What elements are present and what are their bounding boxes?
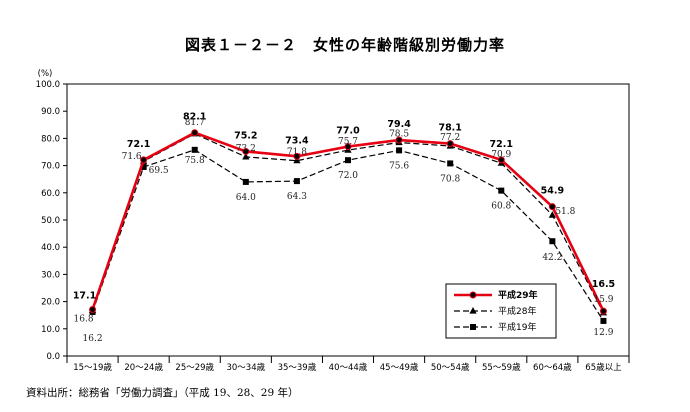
point-marker [293, 152, 301, 160]
point-marker [89, 305, 97, 313]
data-label: 71.6 [122, 152, 142, 162]
point-marker [140, 156, 148, 164]
data-label: 72.1 [490, 139, 513, 150]
y-tick-label: 20.0 [41, 298, 60, 308]
y-tick-label: 10.0 [41, 325, 60, 335]
x-tick-label: 20～24歳 [124, 362, 163, 373]
y-tick-label: 90.0 [41, 107, 60, 117]
chart-axes: 0.0 10.0 20.0 30.0 40.0 50.0 60.0 70.0 80.0 90.0 1… [36, 69, 630, 373]
data-label: 60.8 [491, 202, 511, 212]
point-marker [548, 211, 556, 218]
point-marker [242, 147, 250, 155]
series-layer [88, 129, 608, 324]
x-tick-label: 45～49歳 [380, 362, 419, 373]
point-marker [293, 178, 300, 185]
data-label: 42.2 [542, 253, 562, 263]
point-marker [447, 160, 454, 167]
point-marker [242, 152, 250, 160]
point-marker [344, 143, 352, 151]
data-label: 73.2 [236, 144, 256, 154]
legend-label: 平成29年 [498, 289, 538, 301]
point-marker [395, 136, 403, 144]
point-marker [242, 178, 249, 185]
data-label: 64.0 [236, 193, 256, 203]
data-label: 70.9 [491, 150, 511, 160]
data-label: 78.5 [389, 129, 409, 139]
y-tick-label: 100.0 [36, 80, 60, 90]
y-tick-label: 30.0 [41, 270, 60, 280]
data-label: 82.1 [183, 112, 206, 123]
data-label: 71.8 [287, 148, 307, 158]
y-axis-unit: (%) [38, 69, 53, 79]
data-label: 69.5 [149, 166, 169, 176]
legend-marker [469, 307, 477, 314]
y-tick-label: 70.0 [41, 162, 60, 172]
y-tick-label: 80.0 [41, 134, 60, 144]
x-tick-label: 15～19歳 [73, 362, 112, 373]
data-label: 72.1 [127, 139, 150, 150]
y-tick-label: 60.0 [41, 189, 60, 199]
data-label: 75.7 [338, 137, 358, 147]
y-tick-label: 0.0 [46, 352, 60, 362]
x-tick-label: 35～39歳 [278, 362, 317, 373]
data-label: 16.2 [83, 334, 103, 344]
data-label: 16.8 [74, 314, 94, 324]
data-label: 16.5 [592, 279, 615, 290]
legend-marker [470, 324, 476, 330]
data-label: 79.4 [387, 119, 411, 130]
legend-marker [469, 291, 477, 299]
point-marker [345, 157, 351, 164]
x-tick-label: 60～64歳 [533, 362, 572, 373]
point-marker [293, 156, 301, 164]
x-tick-label: 65歳以上 [585, 362, 622, 373]
data-label: 78.1 [438, 123, 461, 134]
data-label: 15.9 [593, 295, 613, 305]
data-label: 17.1 [73, 290, 96, 301]
point-marker [549, 238, 556, 245]
data-label: 70.8 [440, 174, 460, 184]
x-tick-label: 40～44歳 [329, 362, 368, 373]
chart-title: 図表１－２－２ 女性の年齢階級別労働力率 [184, 36, 505, 54]
data-label: 72.0 [338, 171, 358, 181]
data-label: 77.0 [336, 126, 360, 137]
data-label: 81.7 [185, 118, 205, 128]
x-tick-label: 55～59歳 [482, 362, 521, 373]
data-label: 75.6 [389, 161, 409, 171]
point-marker [497, 156, 505, 164]
data-label: 12.9 [593, 328, 613, 338]
legend-label: 平成19年 [498, 321, 536, 333]
data-labels: 17.1 72.1 82.1 75.2 73.4 77.0 79.4 78.1 72.1 54.9… [73, 112, 615, 344]
point-marker [140, 163, 147, 170]
point-marker [600, 317, 607, 324]
point-marker [191, 129, 199, 137]
data-label: 77.2 [440, 133, 460, 143]
point-marker [548, 203, 556, 211]
x-tick-label: 25～29歳 [175, 362, 214, 373]
point-marker [396, 147, 403, 154]
data-label: 73.4 [285, 135, 309, 146]
data-label: 75.8 [185, 156, 205, 166]
data-label: 64.3 [287, 192, 307, 202]
source-note: 資料出所：総務省「労働力調査」（平成 19、28、29 年） [26, 387, 299, 399]
data-label: 51.8 [555, 207, 575, 217]
point-marker [191, 146, 198, 153]
x-tick-label: 50～54歳 [431, 362, 470, 373]
x-tick-label: 30～34歳 [226, 362, 265, 373]
point-marker [599, 307, 607, 315]
point-marker [498, 187, 505, 194]
point-marker [446, 140, 454, 148]
data-label: 54.9 [541, 186, 564, 197]
y-tick-label: 40.0 [41, 243, 60, 253]
data-label: 75.2 [234, 130, 257, 141]
legend-label: 平成28年 [498, 305, 536, 317]
y-tick-label: 50.0 [41, 216, 60, 226]
